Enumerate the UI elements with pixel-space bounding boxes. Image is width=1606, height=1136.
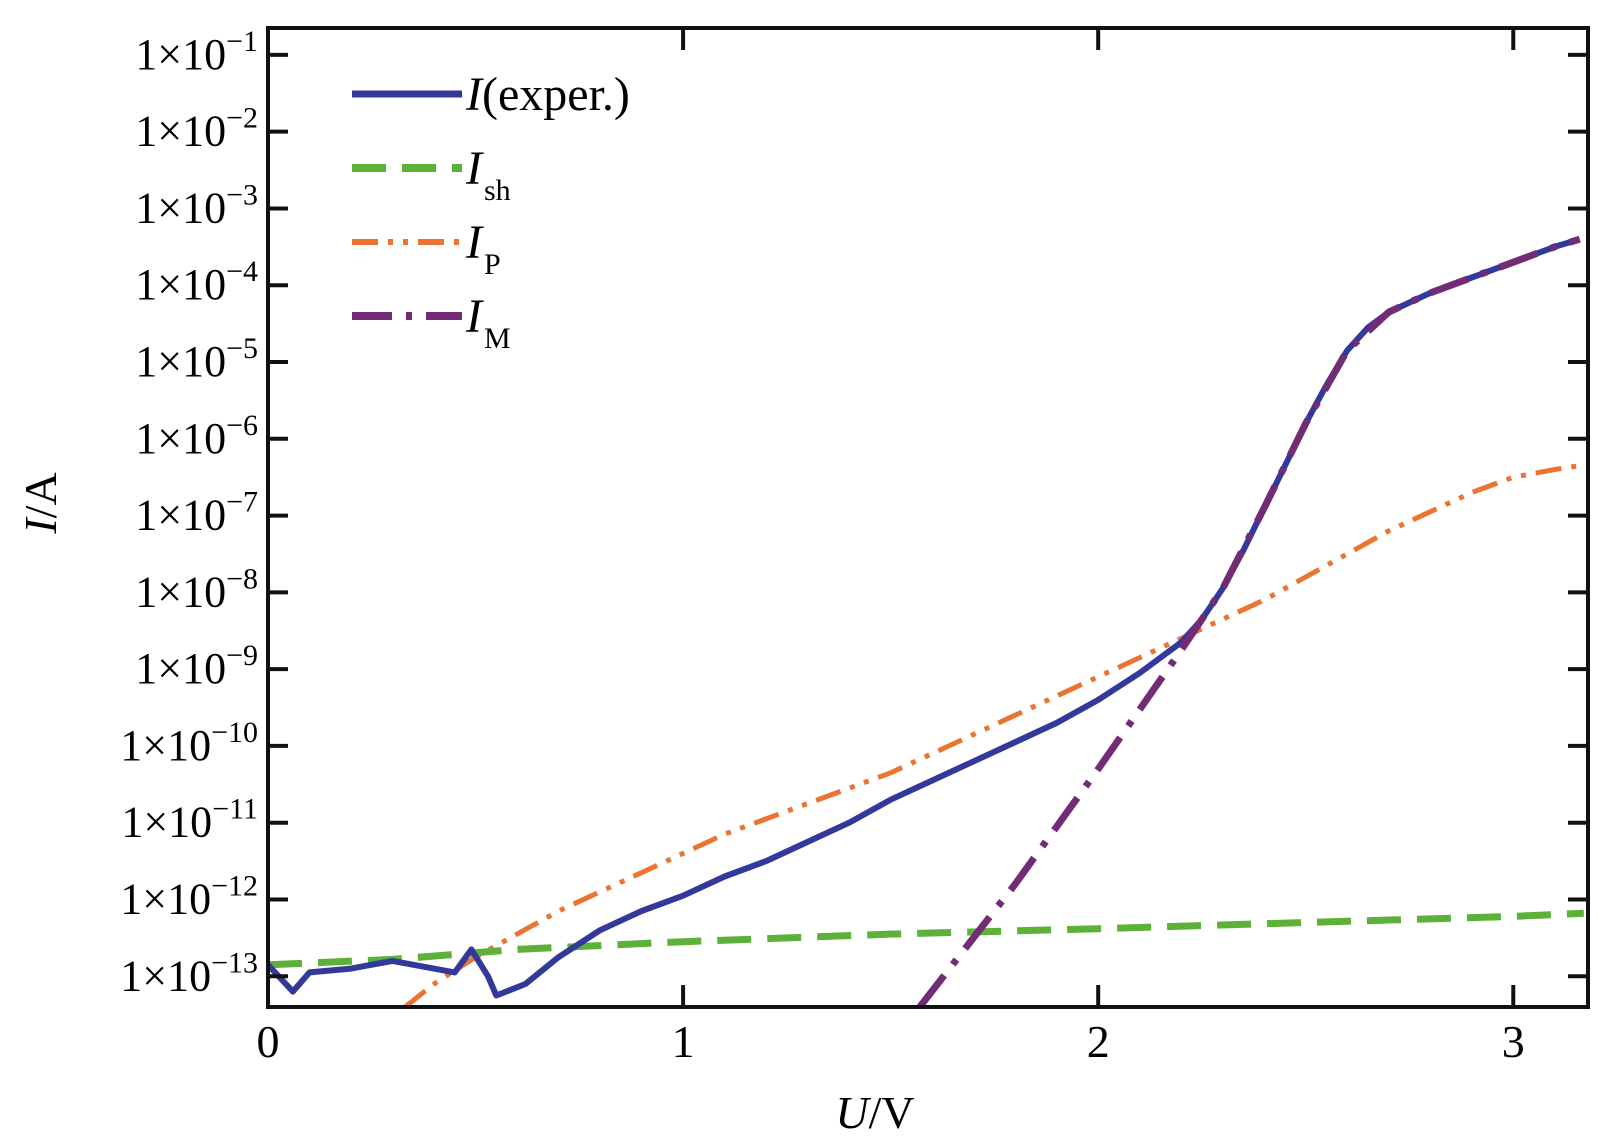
legend-label-P: IP [465, 216, 501, 281]
legend: I(exper.) Ish IP IM [345, 58, 765, 383]
y-tick-label: 1×10−1 [135, 25, 258, 79]
y-tick-label: 1×10−8 [135, 562, 258, 616]
x-tick-label: 2 [1087, 1016, 1110, 1067]
y-tick-label: 1×10−7 [135, 486, 258, 540]
legend-label-sh: Ish [465, 142, 511, 207]
tick-layer [266, 28, 1588, 1007]
y-tick-labels: 1×10−1 1×10−2 1×10−3 1×10−4 1×10−5 1×10−6 1×10… [120, 25, 258, 1000]
x-tick-label: 0 [257, 1016, 280, 1067]
series-line-M [916, 235, 1581, 1007]
y-tick-label: 1×10−2 [135, 102, 258, 156]
y-tick-label: 1×10−9 [135, 639, 258, 693]
y-tick-label: 1×10−13 [120, 946, 258, 1000]
legend-label-exper: I(exper.) [465, 68, 630, 121]
legend-box [345, 58, 765, 383]
x-tick-labels: 0 1 2 3 [257, 1016, 1525, 1067]
x-tick-label: 1 [672, 1016, 695, 1067]
x-tick-label: 3 [1502, 1016, 1525, 1067]
y-tick-label: 1×10−11 [121, 793, 258, 847]
series-line-P [403, 463, 1581, 1007]
y-tick-label: 1×10−10 [120, 716, 258, 770]
y-axis-label: I/A [15, 472, 66, 534]
y-tick-label: 1×10−5 [135, 332, 258, 386]
y-tick-label: 1×10−4 [135, 255, 258, 309]
series-layer [268, 235, 1584, 1007]
series-line-sh [268, 909, 1584, 969]
y-tick-label: 1×10−6 [135, 409, 258, 463]
y-tick-label: 1×10−3 [135, 178, 258, 232]
x-axis-label: U/V [835, 1087, 914, 1131]
legend-label-M: IM [465, 290, 511, 355]
y-tick-label: 1×10−12 [120, 870, 258, 924]
